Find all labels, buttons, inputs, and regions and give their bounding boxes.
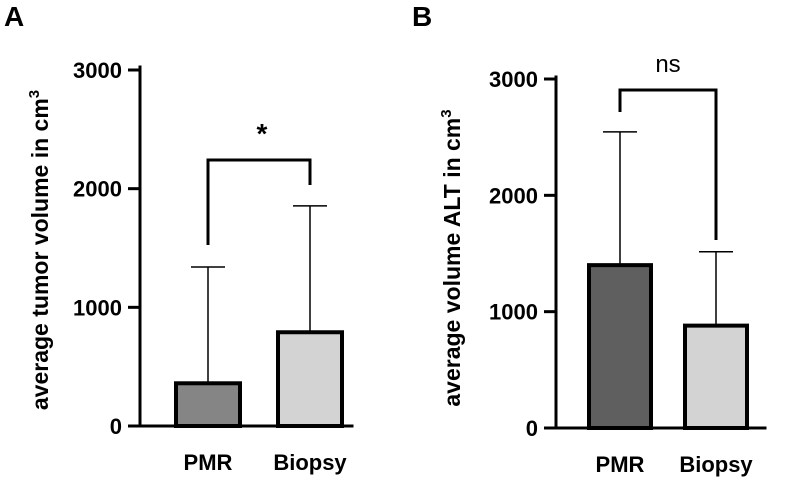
y-axis-title-b: average volume ALT in cm3 xyxy=(438,109,465,406)
bar-a-biopsy xyxy=(276,330,344,428)
y-ticks-a: 0 1000 2000 3000 xyxy=(73,58,140,439)
significance-a: * xyxy=(206,118,312,245)
y-tick-label-b-2000: 2000 xyxy=(489,183,538,208)
y-tick-label-a-0: 0 xyxy=(110,414,122,439)
bar-b-pmr xyxy=(587,263,653,430)
bar-a-pmr xyxy=(174,381,242,428)
y-axis-title-b-text: average volume ALT in cm xyxy=(439,118,465,407)
significance-b: ns xyxy=(618,51,718,240)
panel-label-b: B xyxy=(412,1,432,32)
significance-label-b: ns xyxy=(655,51,680,78)
y-tick-label-b-3000: 3000 xyxy=(489,67,538,92)
y-ticks-b: 0 1000 2000 3000 xyxy=(489,67,556,441)
bars-b xyxy=(587,131,749,431)
panel-a: A average tumor volume in cm3 0 1000 2000 3… xyxy=(4,1,354,475)
y-axis-title-a-text: average tumor volume in cm xyxy=(27,98,53,410)
x-tick-label-a-pmr: PMR xyxy=(184,450,233,475)
significance-bracket-b xyxy=(618,88,718,240)
bars-a xyxy=(174,205,344,428)
y-tick-label-b-1000: 1000 xyxy=(489,300,538,325)
y-tick-label-b-0: 0 xyxy=(526,416,538,441)
svg-text:average tumor volume in cm3: average tumor volume in cm3 xyxy=(26,90,53,410)
y-tick-label-a-1000: 1000 xyxy=(73,295,122,320)
x-tick-label-b-pmr: PMR xyxy=(596,452,645,477)
x-tick-label-a-biopsy: Biopsy xyxy=(273,450,347,475)
svg-text:average volume ALT in cm3: average volume ALT in cm3 xyxy=(438,109,465,406)
significance-bracket-a xyxy=(206,158,312,245)
y-tick-label-a-2000: 2000 xyxy=(73,177,122,202)
x-tick-label-b-biopsy: Biopsy xyxy=(679,452,753,477)
panel-b: B average volume ALT in cm3 0 1000 2000 300… xyxy=(412,1,767,477)
panel-label-a: A xyxy=(4,1,24,32)
significance-label-a: * xyxy=(257,118,268,149)
y-tick-label-a-3000: 3000 xyxy=(73,58,122,83)
y-axis-title-b-superscript: 3 xyxy=(438,109,455,117)
y-axis-title-a-superscript: 3 xyxy=(26,90,43,98)
y-axis-title-a: average tumor volume in cm3 xyxy=(26,90,53,410)
bar-b-biopsy xyxy=(683,323,749,431)
